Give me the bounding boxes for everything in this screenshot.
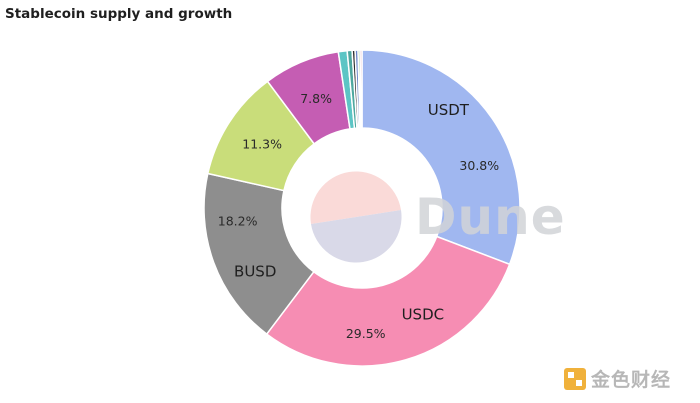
jinse-logo-text: 金色财经 bbox=[591, 369, 672, 391]
dune-watermark: Dune bbox=[415, 188, 566, 246]
donut-slice-10 bbox=[359, 49, 363, 129]
donut-slice-usdt bbox=[361, 49, 521, 266]
slice-value-label: 7.8% bbox=[300, 91, 332, 106]
slice-value-label: 29.5% bbox=[346, 326, 386, 341]
center-disc bbox=[310, 171, 402, 263]
slice-name-label: USDT bbox=[428, 101, 470, 119]
center-disc-bottom bbox=[311, 210, 402, 263]
slice-value-label: 11.3% bbox=[242, 136, 282, 151]
jinse-logo: 金色财经 bbox=[563, 365, 671, 392]
slice-name-label: USDC bbox=[402, 305, 445, 323]
donut-slice-usdc bbox=[265, 235, 511, 367]
donut-slices bbox=[203, 49, 521, 367]
jinse-logo-icon bbox=[564, 367, 586, 390]
chart-title: Stablecoin supply and growth bbox=[5, 6, 233, 22]
slice-value-label: 18.2% bbox=[218, 214, 258, 229]
slice-name-label: BUSD bbox=[234, 263, 276, 281]
center-disc-top bbox=[310, 171, 401, 224]
slice-value-label: 30.8% bbox=[459, 158, 499, 173]
slice-labels: USDT 30.8% USDC 29.5% BUSD 18.2% 11.3% 7.8% bbox=[218, 91, 499, 341]
donut-slice-busd bbox=[203, 172, 315, 336]
